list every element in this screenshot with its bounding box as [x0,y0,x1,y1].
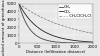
Line: - - CH₂ClCH₂Cl: - - CH₂ClCH₂Cl [19,4,93,33]
- - CH₂ClCH₂Cl [18,3,20,4]
Y-axis label: Dissolved amount of greenhouse gases: Dissolved amount of greenhouse gases [2,0,6,56]
- - CH₂ClCH₂Cl [77,30,78,31]
- - CH₂ClCH₂Cl [92,33,94,34]
CH₄ [18,3,20,4]
X-axis label: Distance (Infiltration distance): Distance (Infiltration distance) [26,50,86,54]
CO₂ [69,39,70,40]
- - CH₂ClCH₂Cl [48,20,49,21]
- - CH₂ClCH₂Cl [51,21,52,22]
CO₂ [76,40,77,41]
CO₂ [26,15,27,16]
CH₄ [48,40,49,41]
Legend: CH₄, CO₂, - - CH₂ClCH₂Cl: CH₄, CO₂, - - CH₂ClCH₂Cl [58,4,92,19]
CH₄ [26,23,27,24]
CH₄ [51,41,52,42]
CO₂ [18,3,20,4]
Line: CO₂: CO₂ [19,4,93,42]
Line: CH₄: CH₄ [19,4,93,43]
